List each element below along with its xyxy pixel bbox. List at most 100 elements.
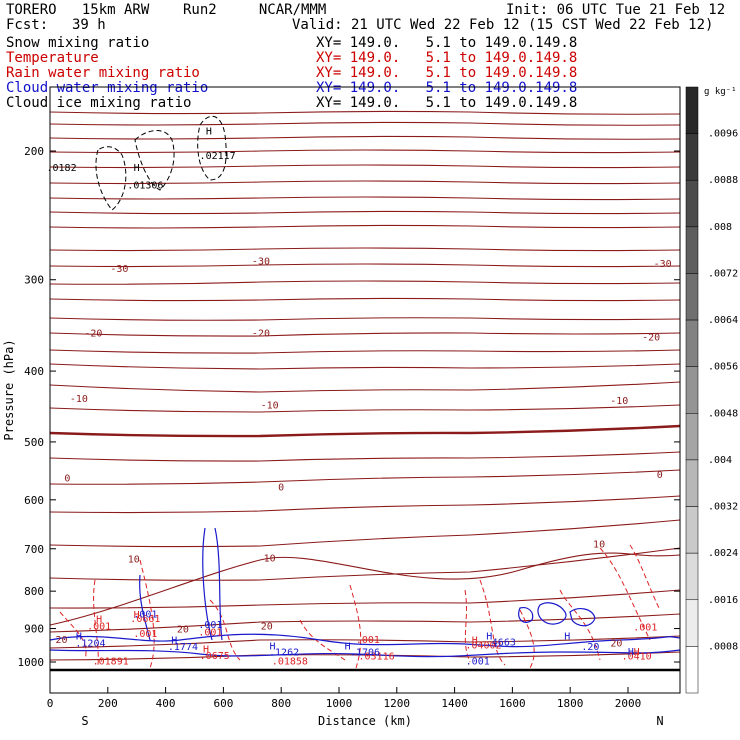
cloud-water-contour xyxy=(537,602,567,625)
temperature-label: 10 xyxy=(128,555,140,566)
temperature-label: 10 xyxy=(593,539,605,550)
isotherm-line xyxy=(49,519,681,548)
colorbar-label: .004 xyxy=(708,455,732,466)
y-tick-label: 400 xyxy=(24,365,44,378)
rain-contour xyxy=(209,599,241,661)
field-cloud-ice-xy: XY= 149.0. 5.1 to 149.0.149.8 xyxy=(316,95,578,111)
rain-contour xyxy=(93,579,99,666)
cloud-water-high-marker: H xyxy=(628,647,634,658)
colorbar-swatch xyxy=(685,459,699,507)
isotherm-line xyxy=(49,280,681,285)
x-tick-label: 1000 xyxy=(326,697,353,710)
temperature-contours xyxy=(49,110,681,661)
cloud-water-label: .1204 xyxy=(75,638,105,649)
rain-label: .03116 xyxy=(358,651,394,662)
temperature-label: 10 xyxy=(264,554,276,565)
cloud-water-label: .001 xyxy=(466,657,490,668)
x-tick-label: 800 xyxy=(271,697,291,710)
colorbar-swatch xyxy=(685,133,699,181)
isotherm-line xyxy=(49,404,681,413)
x-tick-label: 2000 xyxy=(615,697,642,710)
field-snow-name: Snow mixing ratio xyxy=(6,35,150,51)
temperature-label: 0 xyxy=(278,483,284,494)
isotherm-line xyxy=(49,196,681,201)
x-tick-label: 400 xyxy=(156,697,176,710)
rain-label: .04002 xyxy=(465,641,501,652)
cloud-water-high-marker: H xyxy=(486,632,492,643)
rain-label: .01891 xyxy=(93,657,129,668)
y-tick-label: 700 xyxy=(24,543,44,556)
cloud-water-contour xyxy=(139,574,151,641)
colorbar-swatch xyxy=(685,413,699,461)
isotherm-line xyxy=(49,210,681,215)
isotherm-line xyxy=(49,363,681,370)
cloud-water-high-marker: H xyxy=(270,641,276,652)
isotherm-line xyxy=(49,121,681,126)
field-rain-xy: XY= 149.0. 5.1 to 149.0.149.8 xyxy=(316,65,578,81)
cloud-water-high-marker: H xyxy=(345,641,351,652)
init-time: Init: 06 UTC Tue 21 Feb 12 xyxy=(506,2,726,18)
temperature-label: 20 xyxy=(610,639,622,650)
rain-label: .01858 xyxy=(272,657,308,668)
fcst-label: Fcst: xyxy=(6,17,49,33)
colorbar-label: .0064 xyxy=(708,315,738,326)
rain-contour xyxy=(349,584,362,669)
rain-label: .001 xyxy=(87,621,111,632)
cloud-water-contour xyxy=(202,527,213,641)
snow-contour xyxy=(95,146,127,211)
x-tick-label: 200 xyxy=(98,697,118,710)
rain-high-marker: H xyxy=(134,610,140,621)
isotherm-line xyxy=(49,469,681,485)
colorbar-label: .0088 xyxy=(708,175,738,186)
rain-contour xyxy=(599,547,651,641)
temperature-label: -10 xyxy=(261,400,279,411)
cloud-water-label: .1262 xyxy=(269,648,299,659)
isotherm-line xyxy=(49,381,681,393)
rain-label: .0410 xyxy=(622,651,652,662)
x-tick-label: 0 xyxy=(47,697,54,710)
colorbar-label: .0024 xyxy=(708,548,738,559)
isotherm-line xyxy=(49,135,681,140)
colorbar-swatch xyxy=(685,273,699,321)
cloud-water-label: .4663 xyxy=(486,638,516,649)
isotherm-line xyxy=(49,451,681,462)
temperature-label: -30 xyxy=(110,264,128,275)
snow-label: .02117 xyxy=(200,151,236,162)
colorbar-label: .0016 xyxy=(708,595,738,606)
isotherm-line xyxy=(49,263,681,268)
temperature-label: -20 xyxy=(252,329,270,340)
colorbar-swatch xyxy=(685,319,699,367)
cloud-water-high-marker: H xyxy=(171,636,177,647)
colorbar-swatch xyxy=(685,599,699,647)
temperature-label: -30 xyxy=(252,257,270,268)
snow-contour xyxy=(197,115,227,181)
temperature-label: 20 xyxy=(177,624,189,635)
isotherm-line xyxy=(49,349,681,354)
colorbar-label: .008 xyxy=(708,222,732,233)
cloud-water-label: .1706 xyxy=(350,648,380,659)
rain-contour xyxy=(139,559,155,669)
field-cloud-ice-name: Cloud ice mixing ratio xyxy=(6,95,192,111)
rain-label: .001 xyxy=(133,629,157,640)
valid-time: Valid: 21 UTC Wed 22 Feb 12 (15 CST Wed … xyxy=(292,17,714,33)
colorbar-swatch xyxy=(685,226,699,274)
rain-label: .001 xyxy=(633,622,657,633)
snow-contours xyxy=(95,115,227,211)
cloud-water-label: .20 xyxy=(581,642,599,653)
snow-contour xyxy=(134,130,175,191)
temperature-label: -30 xyxy=(654,259,672,270)
temperature-label: -10 xyxy=(610,396,628,407)
isotherm-line xyxy=(49,495,681,514)
colorbar-unit: g kg⁻¹ xyxy=(704,87,737,97)
snow-label: .01306 xyxy=(127,180,163,191)
rain-label: .0675 xyxy=(200,651,230,662)
temperature-label: -20 xyxy=(642,332,660,343)
temperature-label: 20 xyxy=(261,621,273,632)
colorbar-label: .0032 xyxy=(708,502,738,513)
isotherm-line xyxy=(49,589,681,609)
colorbar-swatch xyxy=(685,179,699,228)
snow-label: .0182 xyxy=(47,163,77,174)
cloud-water-contour xyxy=(569,608,596,627)
